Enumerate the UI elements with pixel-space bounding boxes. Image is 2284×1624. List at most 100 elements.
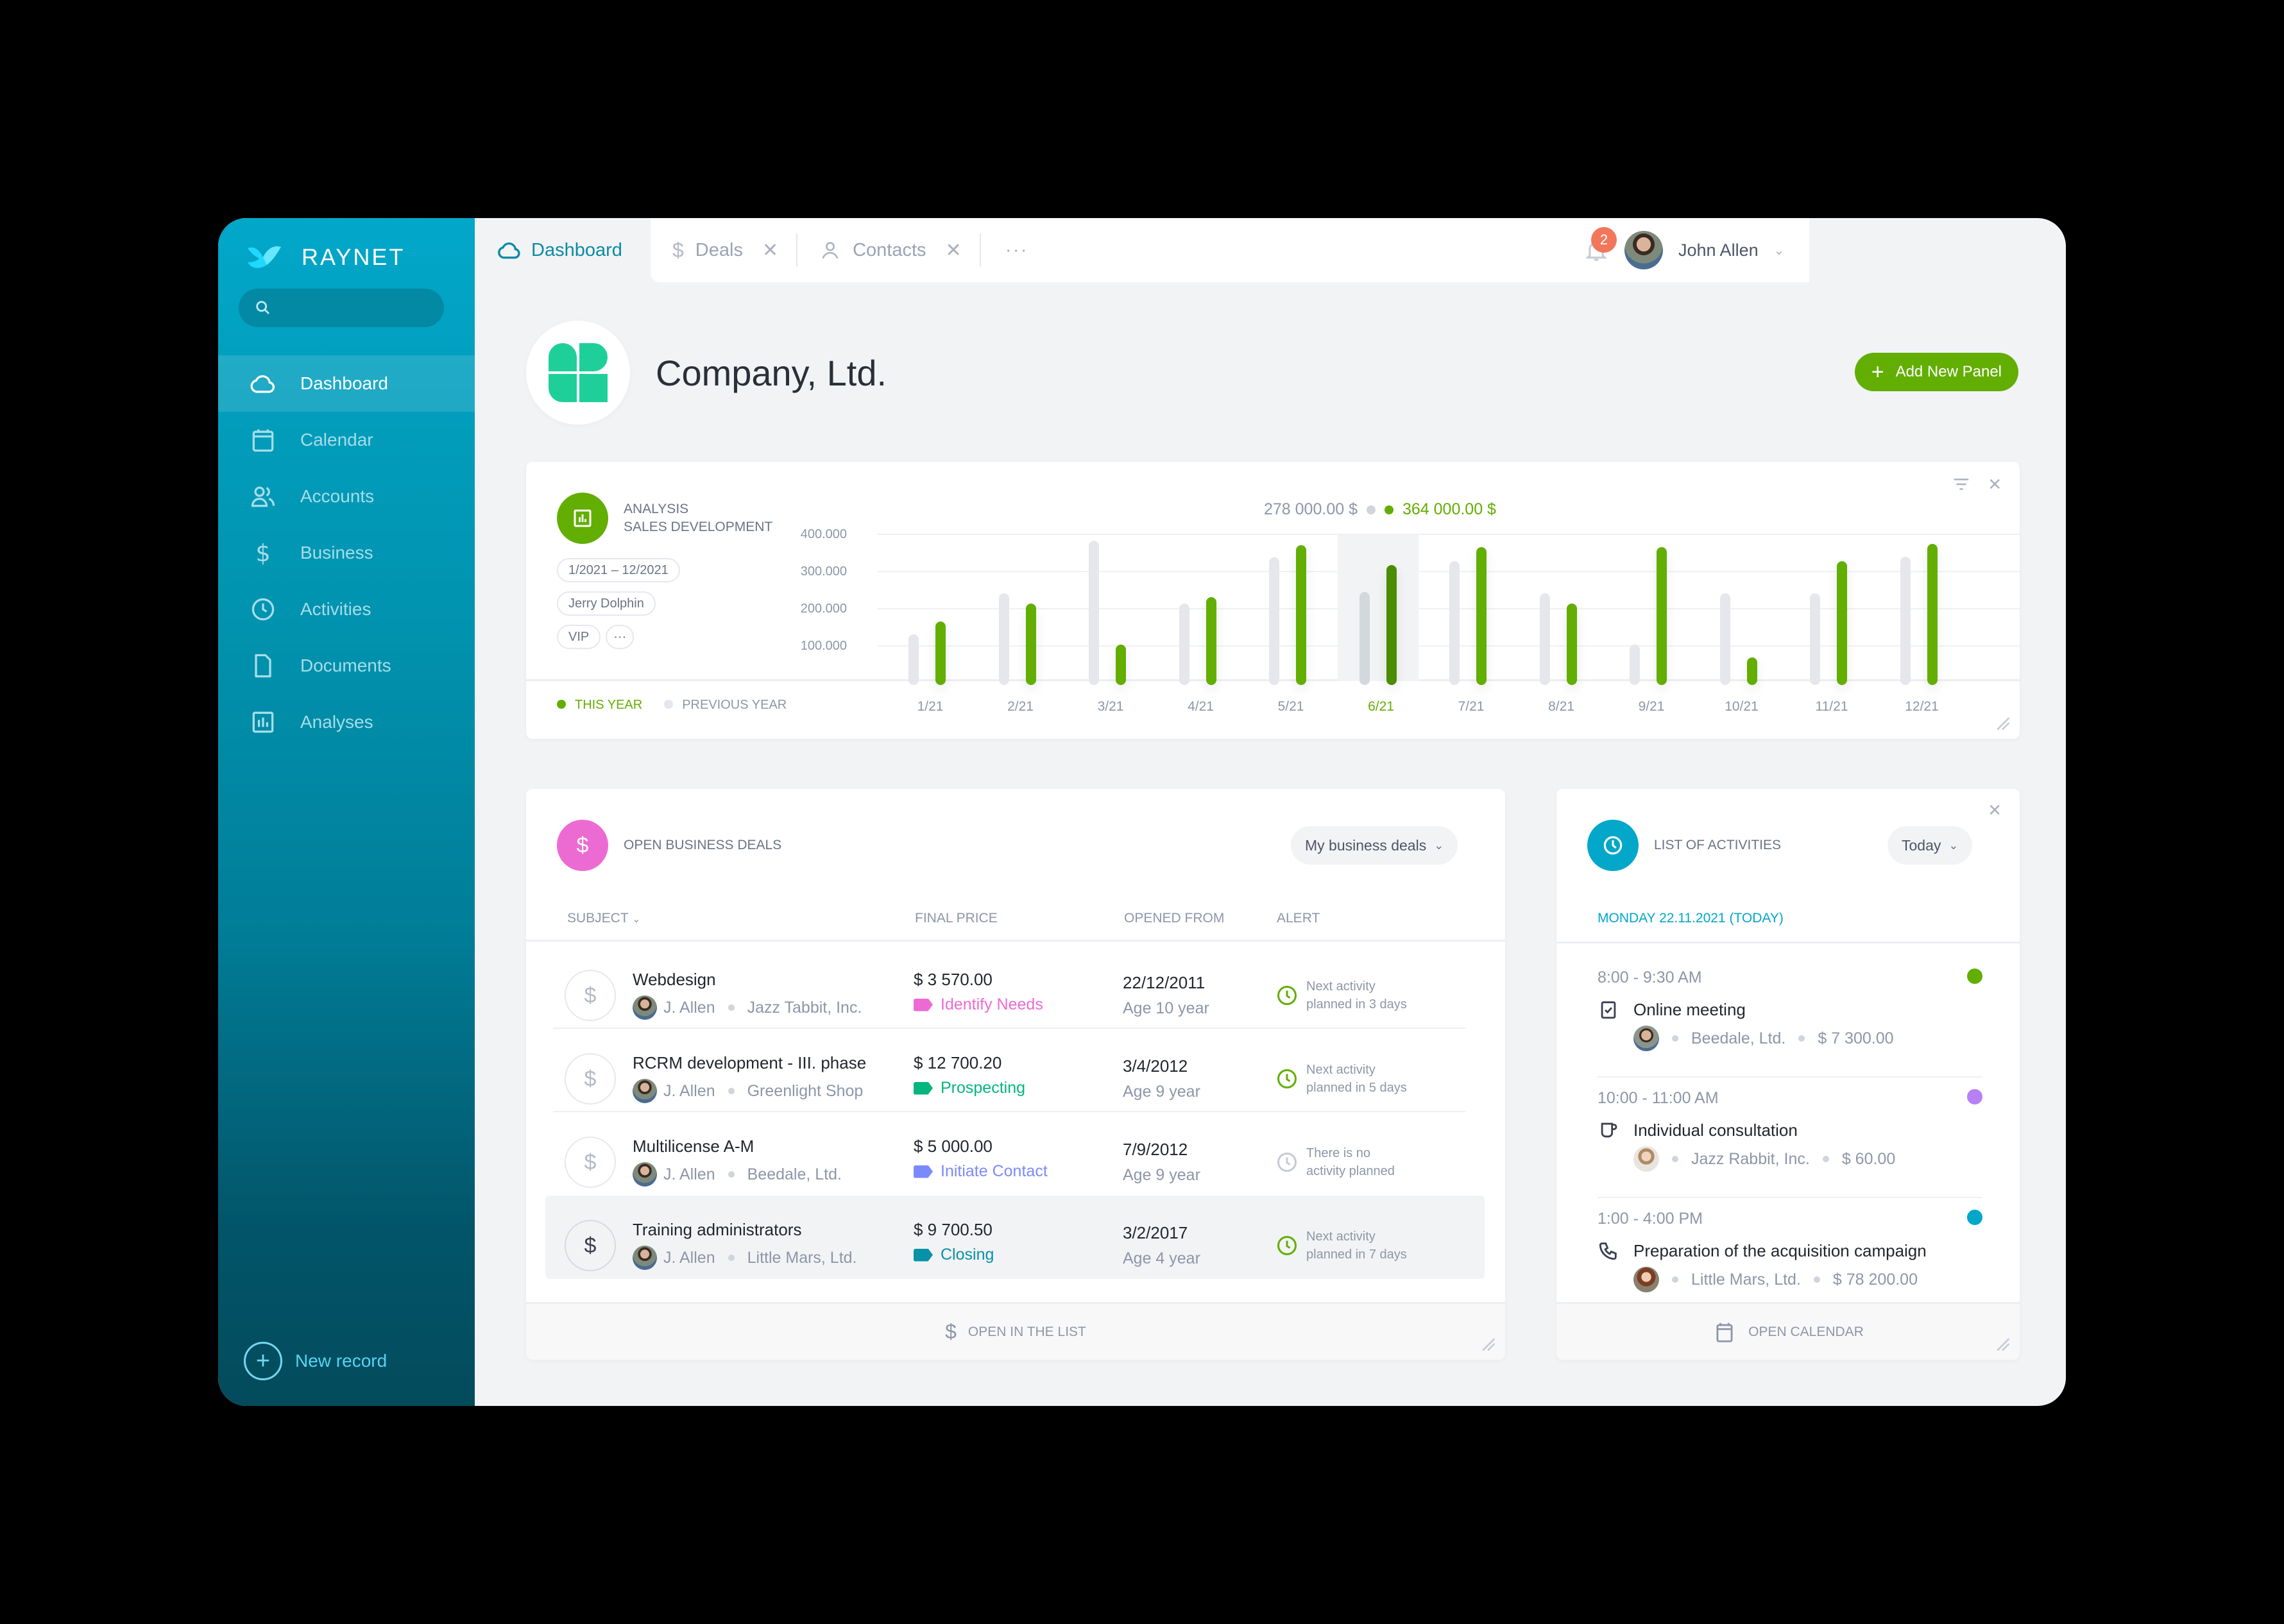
bar-this-year[interactable] xyxy=(935,621,946,685)
bar-this-year[interactable] xyxy=(1837,561,1847,685)
deal-subject[interactable]: RCRM development - III. phase xyxy=(633,1053,867,1072)
legend-this-year[interactable]: THIS YEAR xyxy=(557,698,642,713)
open-in-list-button[interactable]: $ OPEN IN THE LIST xyxy=(526,1302,1505,1360)
vip-chip[interactable]: VIP xyxy=(557,625,601,649)
bar-previous-year[interactable] xyxy=(1449,561,1460,685)
bar-previous-year[interactable] xyxy=(1359,591,1370,685)
bar-previous-year[interactable] xyxy=(1630,644,1640,685)
bar-this-year[interactable] xyxy=(1025,603,1036,685)
bar-previous-year[interactable] xyxy=(998,593,1009,685)
deal-opened-date: 3/2/2017 xyxy=(1123,1223,1188,1242)
bar-previous-year[interactable] xyxy=(1900,557,1911,685)
chart-month-9-21[interactable] xyxy=(1608,535,1689,685)
table-row[interactable]: $ Training administrators J. Allen Littl… xyxy=(545,1196,1485,1279)
bar-previous-year[interactable] xyxy=(1539,593,1550,685)
chart-month-11-21[interactable] xyxy=(1788,535,1869,685)
deal-subject[interactable]: Training administrators xyxy=(633,1220,802,1239)
notifications-button[interactable]: 2 xyxy=(1583,227,1617,263)
person-chip[interactable]: Jerry Dolphin xyxy=(557,591,656,616)
deal-company[interactable]: Little Mars, Ltd. xyxy=(747,1248,857,1267)
resize-handle-icon[interactable] xyxy=(1479,1335,1496,1352)
activity-title[interactable]: Online meeting xyxy=(1633,999,1746,1019)
deal-subject[interactable]: Multilicense A-M xyxy=(633,1137,754,1156)
close-panel-icon[interactable]: ✕ xyxy=(1988,475,2002,494)
sidebar-item-analyses[interactable]: Analyses xyxy=(218,694,475,750)
activity-company[interactable]: Little Mars, Ltd. xyxy=(1691,1270,1801,1289)
deal-subject[interactable]: Webdesign xyxy=(633,970,716,989)
activity-title[interactable]: Preparation of the acquisition campaign xyxy=(1633,1240,1927,1260)
filter-icon[interactable] xyxy=(1952,475,1971,494)
bar-this-year[interactable] xyxy=(1116,644,1126,685)
y-tick: 100.000 xyxy=(800,639,847,653)
activity-company[interactable]: Jazz Rabbit, Inc. xyxy=(1691,1149,1810,1168)
activities-filter-dropdown[interactable]: Today ⌄ xyxy=(1888,826,1973,865)
bar-this-year[interactable] xyxy=(1386,565,1397,685)
col-final-price[interactable]: FINAL PRICE xyxy=(915,911,998,926)
bar-this-year[interactable] xyxy=(1206,596,1216,685)
bar-this-year[interactable] xyxy=(1927,543,1938,685)
resize-handle-icon[interactable] xyxy=(1994,1335,2011,1352)
chart-month-7-21[interactable] xyxy=(1427,535,1508,685)
chart-month-1-21[interactable] xyxy=(887,535,967,685)
legend-previous-year[interactable]: PREVIOUS YEAR xyxy=(664,698,787,713)
sidebar-item-documents[interactable]: Documents xyxy=(218,638,475,694)
bar-previous-year[interactable] xyxy=(1719,593,1730,685)
bar-previous-year[interactable] xyxy=(908,634,919,685)
tab-dashboard[interactable]: Dashboard xyxy=(475,218,644,282)
chart-month-6-21[interactable] xyxy=(1337,535,1419,685)
chart-month-3-21[interactable] xyxy=(1067,535,1148,685)
chart-month-10-21[interactable] xyxy=(1698,535,1779,685)
table-row[interactable]: $ Multilicense A-M J. Allen Beedale, Ltd… xyxy=(545,1112,1485,1196)
table-row[interactable]: $ RCRM development - III. phase J. Allen… xyxy=(545,1029,1485,1112)
bar-previous-year[interactable] xyxy=(1810,593,1820,685)
chart-month-8-21[interactable] xyxy=(1518,535,1599,685)
more-filters-chip[interactable]: ··· xyxy=(606,625,635,649)
bar-this-year[interactable] xyxy=(1296,545,1306,685)
bar-this-year[interactable] xyxy=(1746,657,1757,685)
resize-handle-icon[interactable] xyxy=(1994,715,2011,731)
logo[interactable]: RAYNET xyxy=(245,235,405,280)
bar-previous-year[interactable] xyxy=(1089,540,1099,685)
col-alert[interactable]: ALERT xyxy=(1277,911,1320,926)
more-tabs-button[interactable]: ··· xyxy=(979,233,1028,267)
chart-month-4-21[interactable] xyxy=(1157,535,1238,685)
sidebar-item-calendar[interactable]: Calendar xyxy=(218,412,475,468)
activity-item[interactable]: 8:00 - 9:30 AM Online meeting Beedale, L… xyxy=(1598,968,1982,1051)
table-row[interactable]: $ Webdesign J. Allen Jazz Tabbit, Inc. $… xyxy=(545,945,1485,1029)
tab-deals[interactable]: $ Deals ✕ xyxy=(672,233,796,267)
tab-bar: Dashboard $ Deals ✕ Contacts ✕ ··· 2 xyxy=(475,218,1809,282)
tab-contacts[interactable]: Contacts ✕ xyxy=(796,233,980,267)
chart-month-5-21[interactable] xyxy=(1247,535,1328,685)
deal-company[interactable]: Greenlight Shop xyxy=(747,1081,864,1100)
deals-filter-dropdown[interactable]: My business deals ⌄ xyxy=(1291,826,1458,865)
search-input[interactable] xyxy=(280,298,434,318)
deal-company[interactable]: Jazz Tabbit, Inc. xyxy=(747,998,862,1017)
close-icon[interactable]: ✕ xyxy=(762,239,779,261)
sidebar-item-dashboard[interactable]: Dashboard xyxy=(218,355,475,412)
search-box[interactable] xyxy=(239,289,444,327)
activity-item[interactable]: 10:00 - 11:00 AM Individual consultation… xyxy=(1598,1089,1982,1172)
add-new-panel-button[interactable]: + Add New Panel xyxy=(1854,353,2018,391)
col-opened-from[interactable]: OPENED FROM xyxy=(1124,911,1225,926)
bar-this-year[interactable] xyxy=(1657,547,1667,685)
close-panel-icon[interactable]: ✕ xyxy=(1988,800,2002,820)
open-calendar-button[interactable]: OPEN CALENDAR xyxy=(1556,1302,2020,1360)
sidebar-item-accounts[interactable]: Accounts xyxy=(218,468,475,525)
new-record-button[interactable]: + New record xyxy=(244,1342,387,1380)
sidebar-item-activities[interactable]: Activities xyxy=(218,581,475,638)
chart-month-12-21[interactable] xyxy=(1879,535,1959,685)
bar-previous-year[interactable] xyxy=(1179,603,1189,685)
activity-title[interactable]: Individual consultation xyxy=(1633,1120,1798,1140)
user-menu[interactable]: 2 John Allen ⌄ xyxy=(1559,218,1809,282)
period-chip[interactable]: 1/2021 – 12/2021 xyxy=(557,558,680,582)
close-icon[interactable]: ✕ xyxy=(945,239,962,261)
bar-this-year[interactable] xyxy=(1566,604,1577,685)
chart-month-2-21[interactable] xyxy=(977,535,1058,685)
bar-previous-year[interactable] xyxy=(1269,557,1279,685)
bar-this-year[interactable] xyxy=(1476,547,1487,685)
col-subject[interactable]: SUBJECT ⌄ xyxy=(567,911,641,926)
activity-company[interactable]: Beedale, Ltd. xyxy=(1691,1029,1786,1047)
deal-company[interactable]: Beedale, Ltd. xyxy=(747,1165,842,1183)
activity-item[interactable]: 1:00 - 4:00 PM Preparation of the acquis… xyxy=(1598,1210,1982,1292)
sidebar-item-business[interactable]: $ Business xyxy=(218,525,475,581)
